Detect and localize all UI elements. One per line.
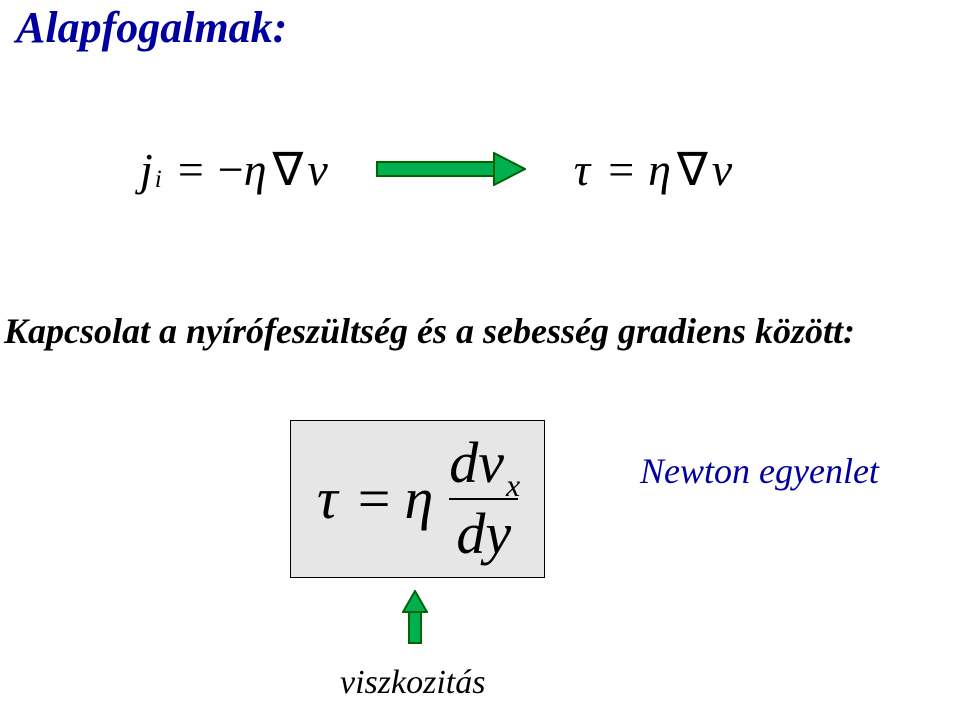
equation-right: τ = η ∇ v [574,142,732,196]
equation-left: ji = − η ∇ v [140,142,328,196]
sym-minus: − [218,143,244,196]
sym-eq-l: = [178,143,204,196]
sym-eq-box: = [358,465,391,532]
sym-eta-l: η [244,143,267,196]
sym-eta-r: η [648,143,671,196]
up-arrow-body-fill [409,612,421,643]
sym-tau: τ [574,143,590,196]
sym-d-num: d [449,433,478,494]
sym-j-sub: i [155,165,162,194]
relation-text: Kapcsolat a nyírófeszültség és a sebessé… [4,310,855,352]
equation-row: ji = − η ∇ v τ = η ∇ v [140,142,732,196]
fraction-denominator: dy [456,504,511,565]
fraction-numerator: dvx [449,433,518,494]
boxed-equation: τ = η dvx dy [290,420,545,578]
arrow-head-fill [494,153,525,185]
viscosity-label: viszkozitás [340,664,485,702]
up-arrow [402,590,428,644]
sym-x-sub: x [506,469,520,503]
sym-v-r: v [712,143,732,196]
implies-arrow [376,152,526,186]
up-arrow-head-fill [403,591,427,612]
sym-eta-box: η [404,465,433,532]
sym-eq-r: = [608,143,634,196]
sym-nabla-r: ∇ [677,142,708,196]
fraction: dvx dy [449,433,518,565]
newton-label: Newton egyenlet [640,450,879,492]
sym-d-den: d [456,504,485,565]
page-title: Alapfogalmak: [16,2,287,53]
sym-y-den: y [485,504,511,565]
up-arrow-icon [402,590,428,644]
sym-v-num: v [478,433,504,494]
sym-j: j [140,143,153,196]
sym-tau-box: τ [317,465,338,532]
arrow-icon [376,152,526,186]
arrow-body-rect [377,162,495,176]
sym-nabla-l: ∇ [273,142,304,196]
sym-v-l: v [307,143,327,196]
